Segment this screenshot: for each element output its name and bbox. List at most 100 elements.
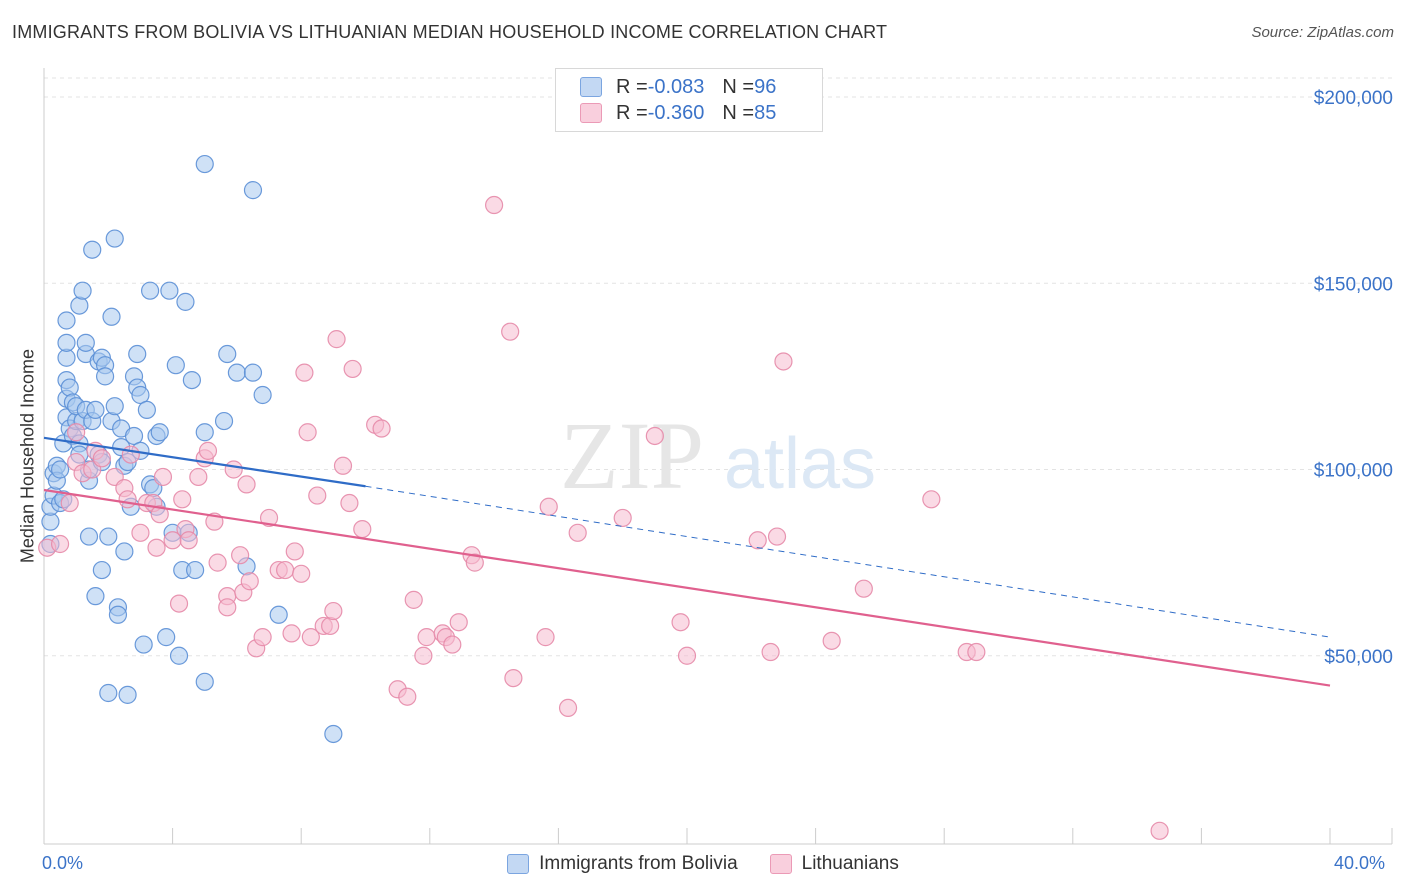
bolivia-point[interactable]: [57, 333, 76, 352]
lithuanians-point[interactable]: [504, 668, 523, 688]
lithuanians-point[interactable]: [767, 527, 787, 546]
bolivia-point[interactable]: [76, 333, 95, 352]
bolivia-point[interactable]: [73, 281, 92, 300]
bolivia-point[interactable]: [105, 229, 124, 248]
bolivia-point[interactable]: [169, 646, 189, 665]
lithuanians-point[interactable]: [613, 508, 632, 528]
lithuanians-point[interactable]: [353, 519, 372, 539]
bolivia-point[interactable]: [324, 724, 343, 744]
bolivia-point[interactable]: [70, 296, 89, 315]
lithuanians-point[interactable]: [153, 467, 173, 487]
bolivia-point[interactable]: [60, 378, 79, 397]
lithuanians-point[interactable]: [333, 456, 353, 475]
lithuanians-point[interactable]: [189, 467, 208, 487]
lithuanians-point[interactable]: [404, 590, 423, 609]
bolivia-point[interactable]: [115, 542, 134, 561]
lithuanians-point[interactable]: [539, 497, 558, 516]
lithuanians-point[interactable]: [398, 687, 417, 706]
lithuanians-point[interactable]: [208, 553, 227, 572]
lithuanians-point[interactable]: [485, 195, 504, 215]
bolivia-point[interactable]: [137, 400, 156, 419]
lithuanians-point[interactable]: [922, 490, 941, 509]
bolivia-point[interactable]: [195, 672, 214, 691]
lithuanians-point[interactable]: [414, 646, 433, 665]
lithuanians-point[interactable]: [327, 330, 346, 349]
lithuanians-point[interactable]: [748, 531, 767, 550]
lithuanians-point[interactable]: [121, 445, 140, 464]
lithuanians-point[interactable]: [50, 534, 70, 554]
bolivia-point[interactable]: [166, 356, 185, 375]
lithuanians-point[interactable]: [854, 579, 873, 598]
lithuanians-point[interactable]: [276, 560, 295, 580]
bolivia-point[interactable]: [128, 344, 147, 364]
lithuanians-point[interactable]: [298, 423, 317, 442]
bolivia-point[interactable]: [182, 371, 201, 390]
lithuanians-point[interactable]: [118, 490, 137, 509]
bolivia-point[interactable]: [160, 281, 179, 300]
bolivia-point[interactable]: [86, 400, 105, 419]
lithuanians-point[interactable]: [645, 426, 664, 446]
bolivia-point[interactable]: [79, 527, 99, 546]
lithuanians-point[interactable]: [282, 624, 301, 643]
bolivia-point[interactable]: [157, 628, 176, 647]
bolivia-point[interactable]: [218, 344, 237, 364]
lithuanians-point[interactable]: [677, 646, 697, 665]
bolivia-point[interactable]: [186, 560, 205, 580]
lithuanians-point[interactable]: [218, 598, 237, 617]
bolivia-point[interactable]: [134, 635, 153, 654]
lithuanians-point[interactable]: [324, 601, 343, 621]
lithuanians-point[interactable]: [372, 419, 391, 438]
lithuanians-point[interactable]: [259, 508, 279, 528]
lithuanians-point[interactable]: [179, 531, 198, 550]
lithuanians-point[interactable]: [340, 493, 359, 513]
bolivia-point[interactable]: [253, 385, 272, 405]
lithuanians-point[interactable]: [240, 572, 259, 591]
bolivia-point[interactable]: [140, 281, 160, 300]
bolivia-point[interactable]: [57, 311, 76, 330]
lithuanians-point[interactable]: [169, 594, 189, 613]
lithuanians-point[interactable]: [568, 523, 587, 542]
bolivia-point[interactable]: [86, 587, 105, 606]
lithuanians-point[interactable]: [285, 542, 304, 561]
bolivia-point[interactable]: [50, 460, 70, 479]
lithuanians-point[interactable]: [417, 628, 436, 647]
lithuanians-point[interactable]: [465, 553, 484, 572]
lithuanians-point[interactable]: [231, 546, 250, 565]
bolivia-point[interactable]: [243, 181, 263, 200]
bolivia-point[interactable]: [102, 307, 121, 326]
bolivia-point[interactable]: [99, 527, 118, 546]
bolivia-point[interactable]: [95, 367, 115, 386]
bolivia-point[interactable]: [269, 605, 288, 624]
bolivia-point[interactable]: [118, 685, 137, 704]
lithuanians-point[interactable]: [558, 698, 578, 718]
bolivia-point[interactable]: [214, 411, 234, 431]
bolivia-point[interactable]: [195, 154, 214, 174]
bolivia-point[interactable]: [243, 363, 263, 382]
lithuanians-point[interactable]: [822, 631, 841, 650]
bolivia-point[interactable]: [227, 363, 246, 382]
lithuanians-point[interactable]: [774, 352, 793, 371]
lithuanians-point[interactable]: [321, 616, 340, 636]
lithuanians-point[interactable]: [131, 523, 150, 542]
lithuanians-point[interactable]: [150, 505, 169, 524]
lithuanians-point[interactable]: [198, 441, 218, 460]
bolivia-point[interactable]: [150, 423, 169, 442]
bolivia-point[interactable]: [92, 560, 111, 580]
lithuanians-point[interactable]: [671, 613, 690, 632]
lithuanians-point[interactable]: [308, 486, 327, 505]
lithuanians-point[interactable]: [343, 359, 362, 379]
lithuanians-point[interactable]: [224, 460, 243, 479]
bolivia-point[interactable]: [83, 240, 102, 259]
lithuanians-point[interactable]: [1150, 821, 1169, 840]
lithuanians-point[interactable]: [60, 493, 79, 513]
bolivia-point[interactable]: [105, 397, 124, 416]
bolivia-point[interactable]: [99, 683, 118, 703]
lithuanians-point[interactable]: [237, 475, 256, 494]
lithuanians-point[interactable]: [536, 628, 555, 647]
lithuanians-point[interactable]: [253, 628, 272, 647]
lithuanians-point[interactable]: [292, 564, 311, 583]
lithuanians-point[interactable]: [295, 363, 314, 382]
lithuanians-point[interactable]: [501, 322, 520, 341]
lithuanians-point[interactable]: [443, 635, 462, 654]
lithuanians-point[interactable]: [147, 538, 166, 557]
